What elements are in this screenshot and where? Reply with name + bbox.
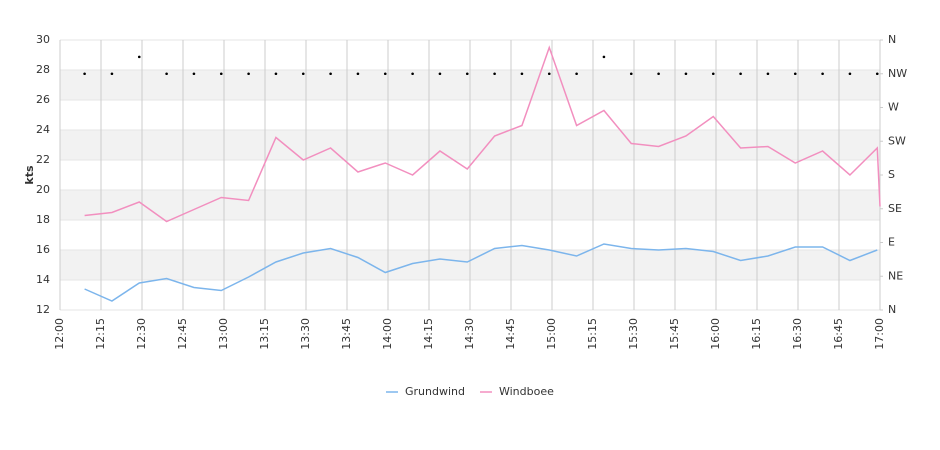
y2-tick-label: NW [888,67,907,80]
y-tick-label: 22 [36,153,50,166]
x-tick-label: 12:45 [176,318,189,350]
x-tick-label: 16:30 [791,318,804,350]
x-tick-label: 16:00 [709,318,722,350]
direction-dot [602,55,606,59]
y-tick-label: 16 [36,243,50,256]
y-tick-label: 26 [36,93,50,106]
y2-tick-label: S [888,168,895,181]
direction-dot [110,72,114,76]
y2-tick-label: SE [888,202,902,215]
direction-dot [493,72,496,76]
direction-dot [83,72,86,76]
x-tick-label: 16:45 [832,318,845,350]
x-tick-label: 13:15 [258,318,271,350]
x-tick-label: 14:15 [422,318,435,350]
y2-tick-label: N [888,33,896,46]
x-tick-label: 14:30 [463,318,476,350]
y-tick-label: 18 [36,213,50,226]
y-tick-label: 12 [36,303,50,316]
direction-dot [547,72,551,76]
direction-dot [301,72,305,76]
x-tick-label: 14:00 [381,318,394,350]
y2-tick-label: W [888,101,899,114]
series-line [84,243,878,302]
direction-dot [383,72,387,76]
x-tick-label: 16:15 [750,318,763,350]
x-tick-label: 17:00 [873,318,886,350]
direction-dot [848,72,852,76]
x-tick-label: 12:15 [94,318,107,350]
direction-dot [739,72,742,76]
x-tick-label: 13:00 [217,318,230,350]
direction-dot [821,72,824,76]
y-axis-label: kts [23,165,36,185]
direction-dot [520,72,524,76]
direction-dot [629,72,633,76]
x-tick-label: 15:15 [586,318,599,350]
direction-dot [356,72,360,76]
direction-dot [247,72,250,76]
y-tick-label: 30 [36,33,50,46]
direction-dot [411,72,414,76]
x-tick-label: 12:30 [135,318,148,350]
direction-dot [438,72,442,76]
series-line [84,45,881,223]
direction-dot [657,72,660,76]
direction-dot [684,72,688,76]
direction-dot [329,72,332,76]
x-tick-label: 13:45 [340,318,353,350]
x-tick-label: 12:00 [53,318,66,350]
y2-tick-label: E [888,236,895,249]
y2-tick-label: NE [888,269,903,282]
x-tick-label: 15:30 [627,318,640,350]
direction-dot [711,72,715,76]
y-tick-label: 24 [36,123,50,136]
x-tick-label: 15:00 [545,318,558,350]
x-tick-label: 15:45 [668,318,681,350]
y-tick-label: 14 [36,273,50,286]
direction-dot [219,72,223,76]
direction-dot [137,55,141,59]
y2-tick-label: SW [888,134,906,147]
direction-dot [192,72,196,76]
direction-dot [875,72,879,76]
y-tick-label: 28 [36,63,50,76]
direction-dot [165,72,168,76]
direction-dot [793,72,797,76]
y-tick-label: 20 [36,183,50,196]
direction-dot [766,72,770,76]
x-tick-label: 13:30 [299,318,312,350]
x-tick-label: 14:45 [504,318,517,350]
y2-tick-label: N [888,303,896,316]
legend-label: Grundwind [405,385,465,398]
direction-dot [274,72,278,76]
legend-label: Windboee [499,385,554,398]
direction-dot [575,72,578,76]
direction-dot [465,72,469,76]
